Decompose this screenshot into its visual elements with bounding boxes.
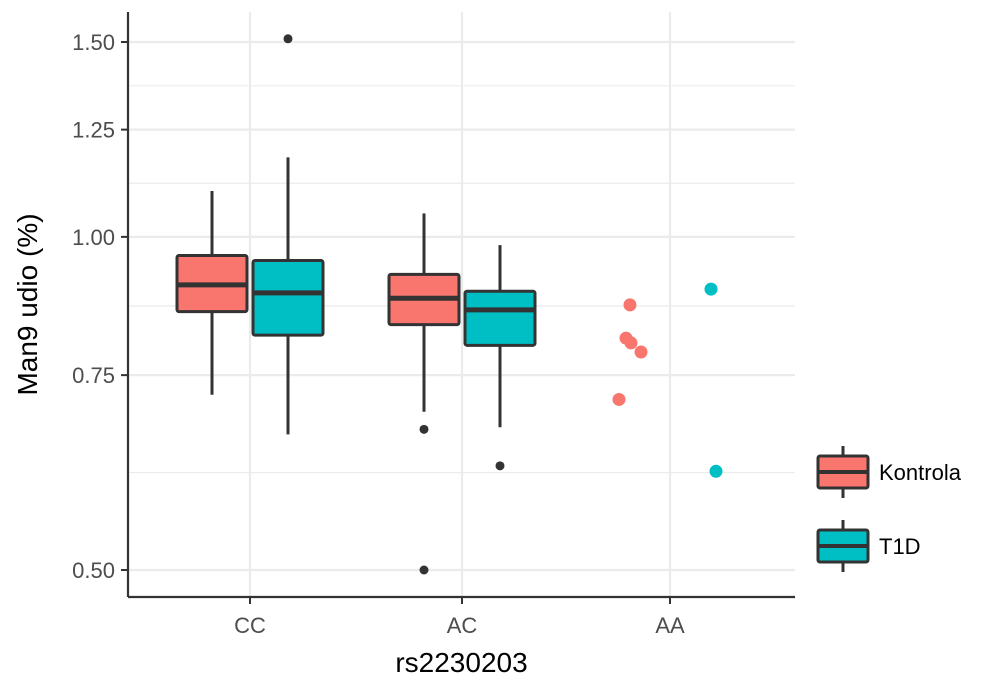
- x-axis-title: rs2230203: [395, 647, 527, 678]
- outlier-point: [419, 424, 429, 434]
- x-tick-label: CC: [234, 613, 266, 638]
- data-point: [634, 345, 648, 359]
- legend: Kontrola T1D: [816, 446, 962, 572]
- legend-label: T1D: [879, 534, 921, 559]
- y-tick-label: 1.00: [72, 225, 115, 250]
- x-tick-label: AA: [655, 613, 685, 638]
- y-tick-label: 1.25: [72, 118, 115, 143]
- data-point: [624, 336, 638, 350]
- outlier-point: [495, 461, 505, 471]
- data-point: [623, 298, 637, 312]
- plot-marks: [175, 34, 723, 575]
- outlier-point: [419, 565, 429, 575]
- data-point: [612, 392, 626, 406]
- box-t1d-ac: [463, 289, 537, 347]
- outlier-point: [283, 34, 293, 44]
- data-point: [704, 282, 718, 296]
- y-tick-label: 0.50: [72, 558, 115, 583]
- tick-labels: 0.50 0.75 1.00 1.25 1.50 CC AC AA: [72, 30, 685, 638]
- box-t1d-cc: [251, 259, 325, 337]
- x-tick-label: AC: [447, 613, 478, 638]
- legend-item-kontrola: Kontrola: [816, 446, 962, 498]
- y-tick-label: 0.75: [72, 363, 115, 388]
- major-gridlines: [128, 12, 795, 597]
- data-point: [709, 464, 723, 478]
- legend-label: Kontrola: [879, 460, 962, 485]
- y-axis-title: Man9 udio (%): [12, 213, 43, 395]
- legend-item-t1d: T1D: [816, 520, 921, 572]
- y-tick-label: 1.50: [72, 30, 115, 55]
- axes: [121, 12, 795, 604]
